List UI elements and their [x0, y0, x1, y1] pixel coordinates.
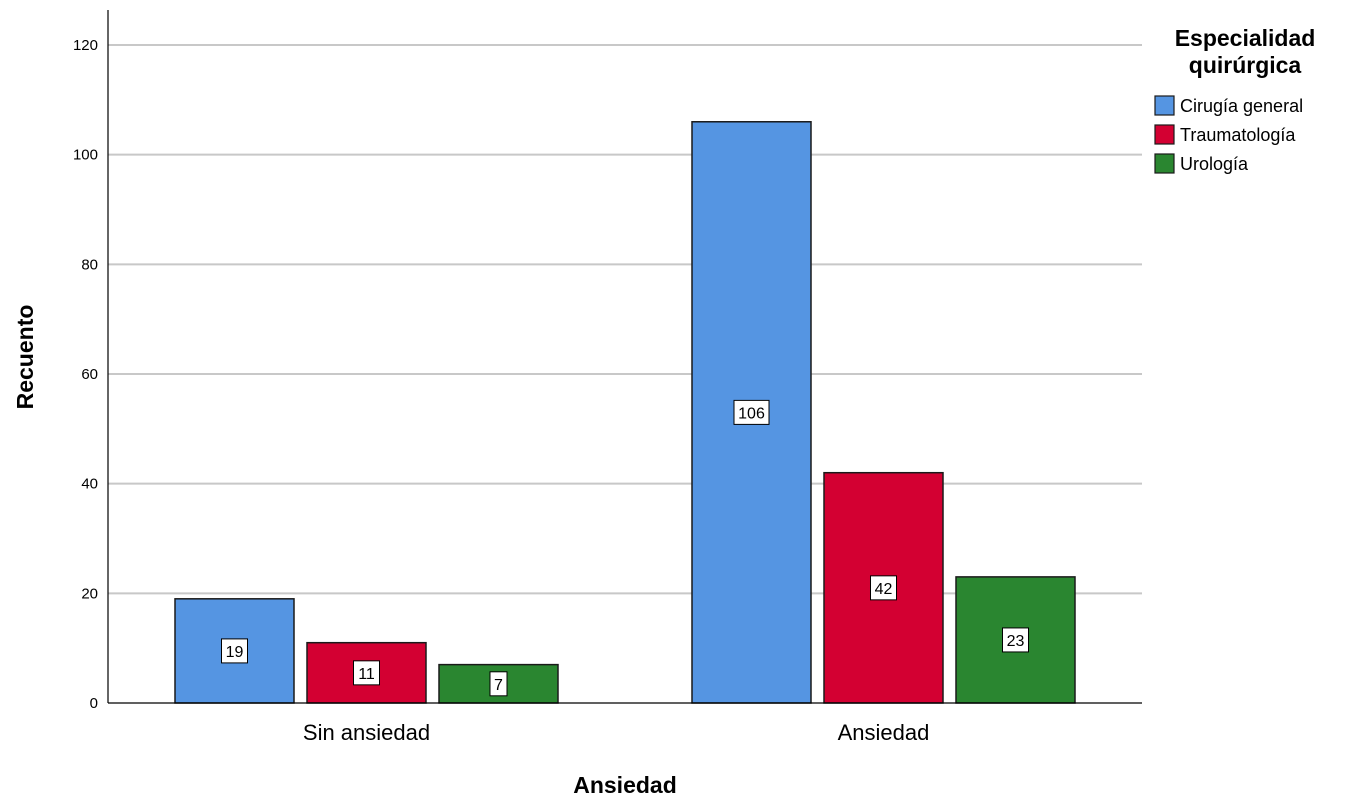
y-tick-label: 20: [81, 585, 98, 602]
data-label-box: [1002, 627, 1029, 653]
y-tick-label: 120: [73, 37, 98, 54]
y-tick-label: 80: [81, 256, 98, 273]
x-category-label: Sin ansiedad: [303, 720, 430, 745]
legend-items: Cirugía general Traumatología Urología: [1154, 95, 1303, 174]
x-axis-title: Ansiedad: [573, 772, 677, 798]
legend-label: Traumatología: [1180, 125, 1296, 145]
data-label: 23: [1007, 633, 1025, 650]
legend-swatch: [1154, 95, 1175, 116]
data-label: 7: [494, 677, 503, 694]
data-label-box: [221, 638, 248, 664]
legend-label: Urología: [1180, 154, 1249, 174]
data-label: 19: [226, 644, 244, 661]
legend-label: Cirugía general: [1180, 96, 1303, 116]
y-axis-title: Recuento: [12, 305, 38, 410]
data-label-box: [870, 575, 897, 601]
data-label-box: [733, 399, 770, 425]
gridlines: [108, 44, 1142, 595]
axes: [107, 10, 1142, 704]
legend-swatch: [1154, 124, 1175, 145]
bars: 19 11 7 106 42 23: [174, 121, 1076, 704]
y-tick-labels: 0 20 40 60 80 100 120: [73, 37, 98, 712]
y-tick-label: 100: [73, 147, 98, 164]
legend-title-line-1: Especialidad: [1175, 25, 1316, 51]
y-tick-label: 0: [90, 695, 98, 712]
y-tick-label: 60: [81, 366, 98, 383]
data-label: 42: [875, 581, 893, 598]
data-label: 11: [358, 666, 375, 683]
data-label-box: [489, 671, 508, 697]
legend-title-line-2: quirúrgica: [1189, 52, 1302, 78]
legend-swatch: [1154, 153, 1175, 174]
data-label: 106: [738, 405, 765, 422]
x-category-labels: Sin ansiedad Ansiedad: [303, 720, 929, 745]
legend: Especialidad quirúrgica Cirugía general T…: [1154, 25, 1316, 174]
y-tick-label: 40: [81, 476, 98, 493]
x-category-label: Ansiedad: [838, 720, 930, 745]
data-label-box: [353, 660, 380, 686]
